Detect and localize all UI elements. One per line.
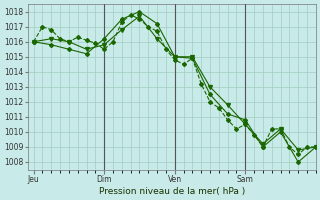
X-axis label: Pression niveau de la mer( hPa ): Pression niveau de la mer( hPa ) [99,187,245,196]
